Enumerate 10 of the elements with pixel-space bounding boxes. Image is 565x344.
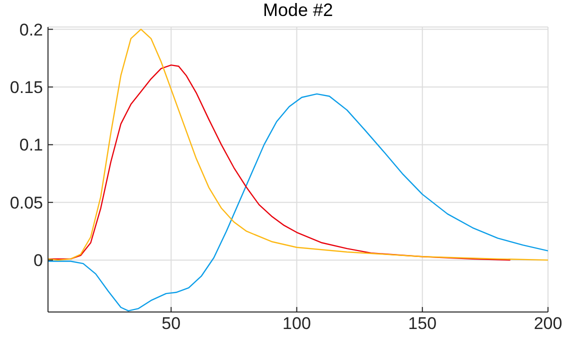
y-tick-label: 0.15 — [10, 78, 43, 98]
x-tick-label: 50 — [162, 314, 181, 334]
chart-title: Mode #2 — [262, 0, 334, 21]
y-tick-label: 0.1 — [19, 136, 43, 155]
y-tick-label: 0 — [34, 251, 43, 270]
x-tick-label: 150 — [408, 314, 437, 334]
x-tick-label: 200 — [534, 314, 562, 334]
y-tick-label: 0.05 — [10, 193, 43, 212]
y-tick-label: 0.2 — [19, 20, 43, 40]
x-tick-label: 100 — [282, 314, 311, 334]
